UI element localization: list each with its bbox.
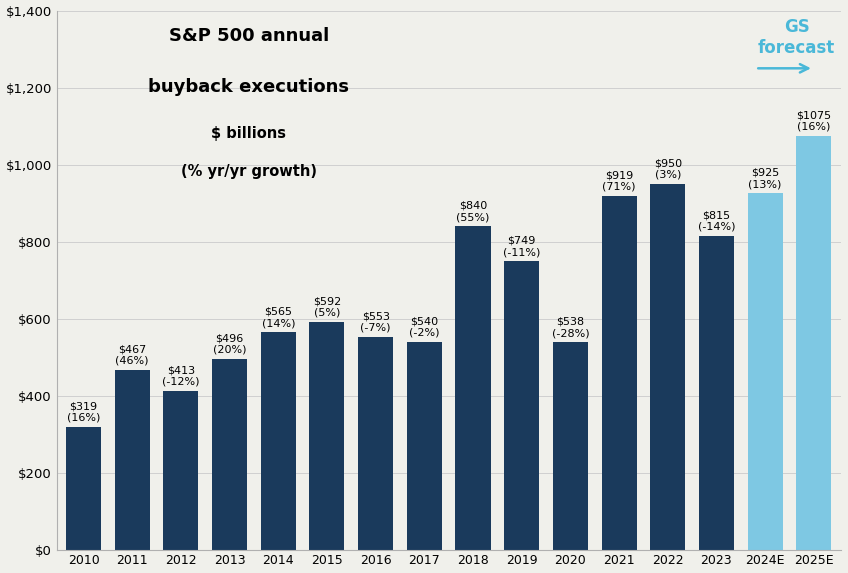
Text: $467
(46%): $467 (46%) bbox=[115, 344, 149, 366]
Text: $840
(55%): $840 (55%) bbox=[456, 201, 489, 222]
Bar bbox=[553, 343, 588, 550]
Text: $1075
(16%): $1075 (16%) bbox=[796, 110, 831, 132]
Text: $919
(71%): $919 (71%) bbox=[602, 170, 636, 192]
Bar bbox=[505, 261, 539, 550]
Text: $565
(14%): $565 (14%) bbox=[261, 307, 295, 328]
Bar bbox=[261, 332, 296, 550]
Text: $538
(-28%): $538 (-28%) bbox=[551, 317, 589, 339]
Bar bbox=[164, 391, 198, 550]
Text: $925
(13%): $925 (13%) bbox=[749, 168, 782, 190]
Text: $ billions: $ billions bbox=[211, 127, 287, 142]
Text: GS
forecast: GS forecast bbox=[758, 18, 835, 57]
Text: $749
(-11%): $749 (-11%) bbox=[503, 236, 540, 257]
Text: $413
(-12%): $413 (-12%) bbox=[162, 365, 199, 387]
Bar bbox=[650, 184, 685, 550]
Text: buyback executions: buyback executions bbox=[148, 78, 349, 96]
Bar bbox=[699, 236, 734, 550]
Bar bbox=[212, 359, 247, 550]
Bar bbox=[114, 370, 150, 550]
Text: $950
(3%): $950 (3%) bbox=[654, 158, 682, 180]
Text: $553
(-7%): $553 (-7%) bbox=[360, 311, 391, 333]
Text: $815
(-14%): $815 (-14%) bbox=[698, 210, 735, 232]
Text: $540
(-2%): $540 (-2%) bbox=[409, 316, 439, 338]
Text: (% yr/yr growth): (% yr/yr growth) bbox=[181, 164, 317, 179]
Text: $496
(20%): $496 (20%) bbox=[213, 333, 247, 355]
Bar bbox=[601, 196, 637, 550]
Bar bbox=[748, 194, 783, 550]
Bar bbox=[796, 136, 831, 550]
Bar bbox=[407, 342, 442, 550]
Text: S&P 500 annual: S&P 500 annual bbox=[169, 27, 329, 45]
Bar bbox=[66, 427, 101, 550]
Bar bbox=[358, 337, 393, 550]
Bar bbox=[455, 226, 490, 550]
Text: $319
(16%): $319 (16%) bbox=[67, 401, 100, 423]
Text: $592
(5%): $592 (5%) bbox=[313, 296, 341, 318]
Bar bbox=[310, 321, 344, 550]
